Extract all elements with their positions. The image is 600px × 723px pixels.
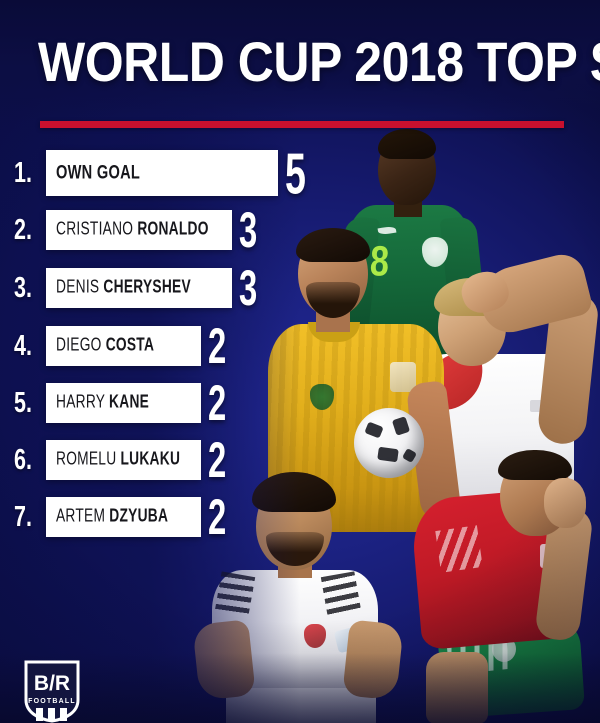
scorer-row: 6. ROMELU LUKAKU 2 [14,434,231,484]
scorer-name-plate: CRISTIANO RONALDO [46,210,232,250]
scorer-first-name: DENIS [56,277,104,298]
scorer-goal-count: 3 [239,259,258,316]
scorer-goal-count: 5 [285,140,306,206]
scorer-rank: 4. [14,329,32,362]
scorer-name-plate: ROMELU LUKAKU [46,440,201,480]
logo-mark-text: B/R [34,672,70,695]
scorer-last-name: COSTA [105,335,155,356]
br-football-logo: B/R FOOTBALL [24,660,80,723]
scorer-name: DENIS CHERYSHEV [56,278,191,299]
scorer-first-name: ARTEM [56,506,110,527]
scorer-row: 4. DIEGO COSTA 2 [14,320,231,370]
scorer-last-name: LUKAKU [120,449,181,470]
scorer-last-name: DZYUBA [109,506,169,527]
scorer-first-name: HARRY [56,392,110,413]
scorer-name: HARRY KANE [56,393,149,414]
scorer-first-name: ROMELU [56,449,121,470]
scorer-row: 2. CRISTIANO RONALDO 3 [14,204,262,254]
scorer-last-name: OWN GOAL [56,161,141,184]
scorer-name: CRISTIANO RONALDO [56,220,209,241]
scorer-row: 1. OWN GOAL 5 [14,144,311,201]
scorer-name: ARTEM DZYUBA [56,507,168,528]
logo-stripe-3 [60,708,67,721]
scorer-last-name: KANE [109,392,150,413]
logo-wordmark-text: FOOTBALL [28,698,76,705]
scorer-name-plate: ARTEM DZYUBA [46,497,201,537]
scorer-name: ROMELU LUKAKU [56,450,180,471]
scorer-last-name: CHERYSHEV [103,277,191,298]
scorer-goal-count: 2 [208,317,227,374]
scorer-name-plate: DIEGO COSTA [46,326,201,366]
scorer-first-name: DIEGO [56,335,106,356]
scorer-goal-count: 2 [208,431,227,488]
scorer-rank: 6. [14,443,32,476]
scorer-rank: 7. [14,500,32,533]
scorer-row: 7. ARTEM DZYUBA 2 [14,491,231,541]
scorer-last-name: RONALDO [137,219,209,240]
scorer-name-plate: HARRY KANE [46,383,201,423]
scorer-name: OWN GOAL [56,162,140,185]
scorer-rank: 1. [14,156,32,189]
scorer-first-name: CRISTIANO [56,219,138,240]
logo-stripe-1 [36,708,43,721]
scorer-rank: 2. [14,213,32,246]
scorer-row: 5. HARRY KANE 2 [14,377,231,427]
scorer-name-plate: DENIS CHERYSHEV [46,268,232,308]
scorer-row: 3. DENIS CHERYSHEV 3 [14,262,262,312]
scorer-name: DIEGO COSTA [56,336,154,357]
scorer-rank: 5. [14,386,32,419]
logo-stripe-2 [48,708,55,721]
scorer-name-plate: OWN GOAL [46,150,278,196]
scorer-goal-count: 3 [239,201,258,258]
scorer-rank: 3. [14,271,32,304]
background-header-shade [0,0,600,125]
scorer-goal-count: 2 [208,488,227,545]
scorer-goal-count: 2 [208,374,227,431]
